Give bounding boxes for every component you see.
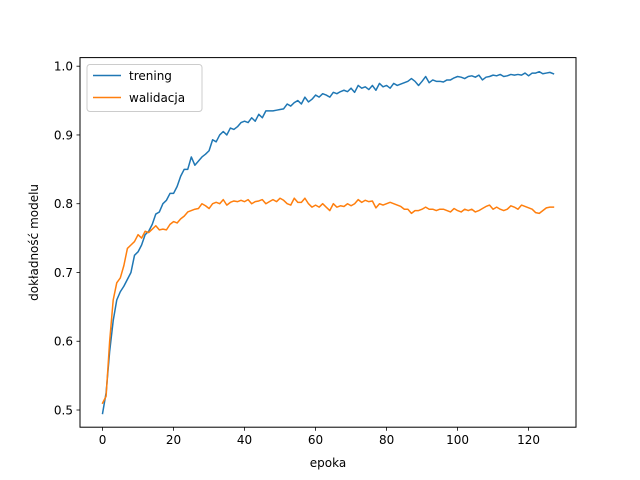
series-layer [101, 70, 555, 415]
plot-frame [79, 57, 577, 428]
y-axis: 0.5 0.6 0.7 0.8 0.9 1.0 [54, 59, 80, 417]
y-tick-label: 0.9 [54, 128, 73, 142]
plot-area [80, 57, 576, 428]
legend-label-walidacja: walidacja [129, 91, 185, 105]
series-line-trening [101, 70, 555, 415]
x-axis: 0 20 40 60 80 100 120 [99, 427, 540, 447]
x-tick-label: 60 [308, 433, 323, 447]
legend: trening walidacja [86, 64, 203, 112]
y-tick-label: 1.0 [54, 59, 73, 73]
y-tick-label: 0.6 [54, 335, 73, 349]
x-tick-label: 20 [166, 433, 181, 447]
x-axis-label: epoka [310, 456, 346, 470]
series-line-walidacja [101, 197, 555, 405]
y-axis-label: dokładność modelu [27, 184, 41, 301]
y-tick-label: 0.8 [54, 197, 73, 211]
y-tick-label: 0.5 [54, 403, 73, 417]
x-tick-label: 100 [446, 433, 469, 447]
x-tick-label: 40 [237, 433, 252, 447]
x-tick-label: 0 [99, 433, 107, 447]
x-tick-label: 80 [379, 433, 394, 447]
y-tick-label: 0.7 [54, 266, 73, 280]
x-tick-label: 120 [517, 433, 540, 447]
legend-label-trening: trening [129, 69, 172, 83]
